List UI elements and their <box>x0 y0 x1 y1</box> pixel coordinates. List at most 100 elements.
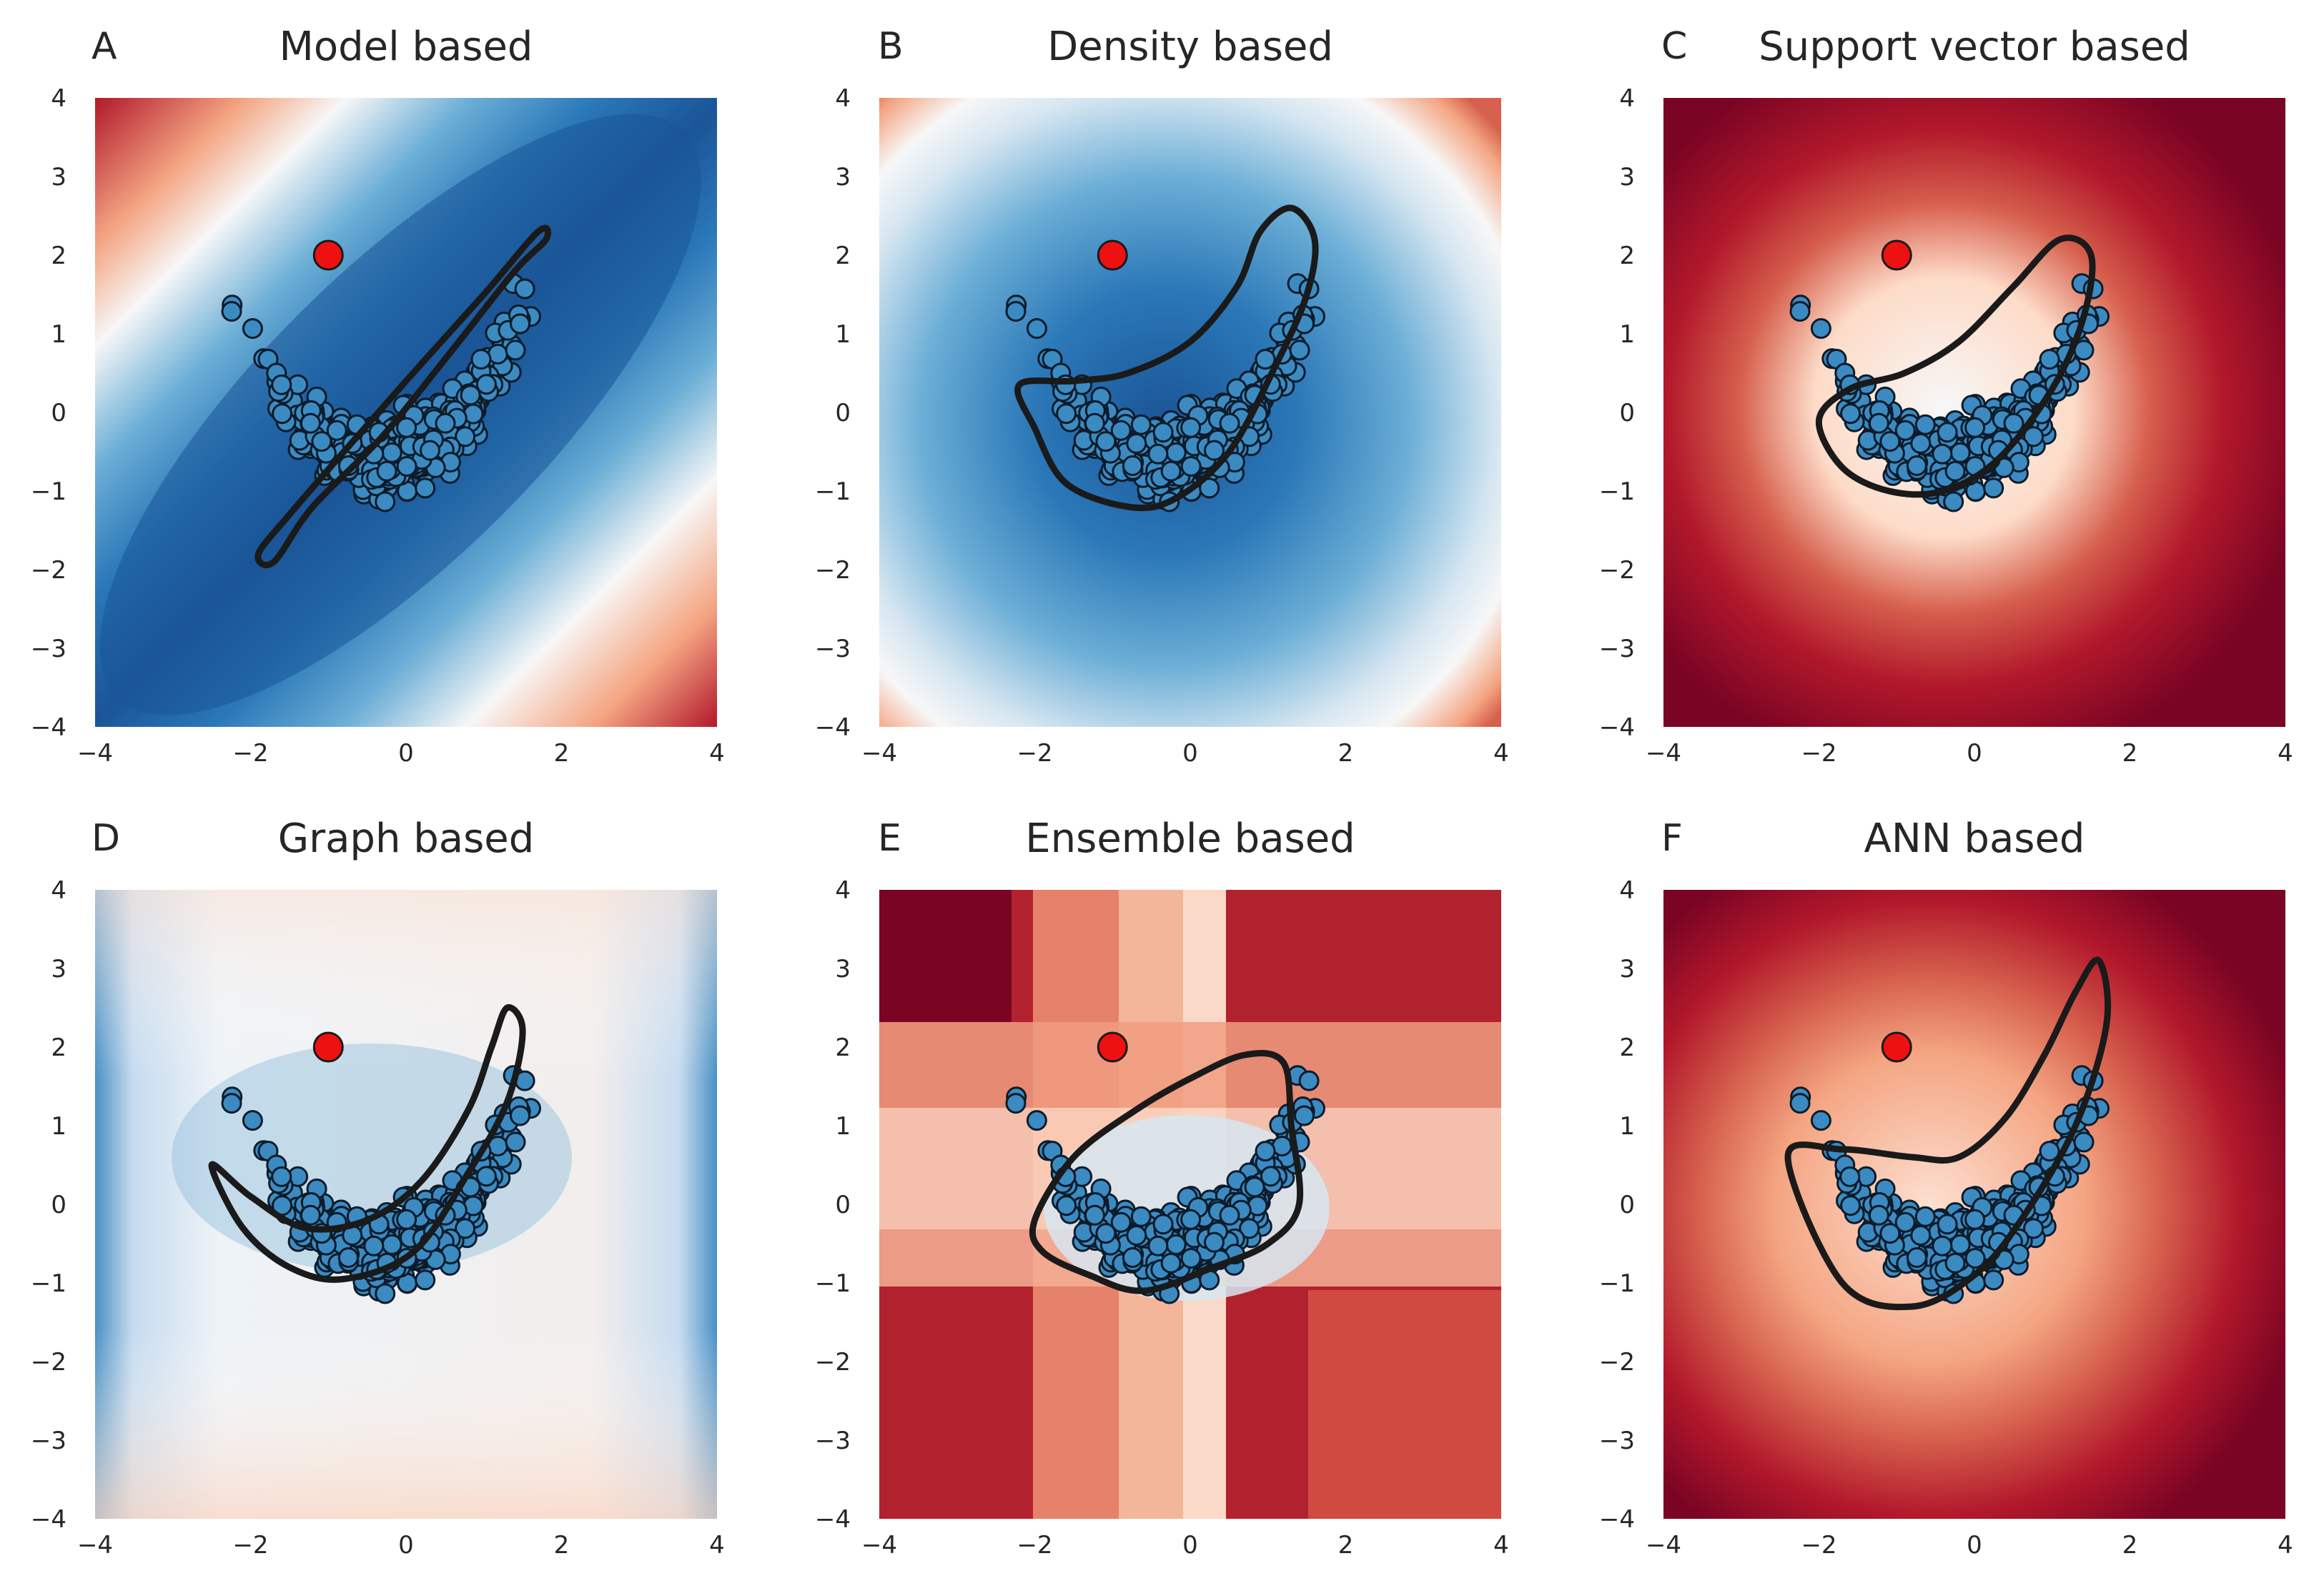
panel-f-ytick: −2 <box>1599 1348 1635 1377</box>
panel-e-letter: E <box>878 817 901 860</box>
panel-c-xtick: −2 <box>1801 739 1836 768</box>
panel-a-point <box>326 420 347 441</box>
panel-e-point <box>1255 1141 1276 1162</box>
panel-d-point <box>221 1093 242 1114</box>
panel-a-ytick: −2 <box>31 556 66 585</box>
panel-f-xtick: −4 <box>1646 1531 1681 1560</box>
panel-c-point <box>2003 412 2024 434</box>
panel-c-boundary <box>1815 234 2096 498</box>
panel-b-point <box>1165 442 1187 463</box>
panel-d-ytick: 1 <box>51 1112 66 1141</box>
panel-d-point <box>455 1218 476 1239</box>
panel-a-point <box>475 374 497 395</box>
panel-e-xtick: 0 <box>1182 1531 1198 1560</box>
panel-c-point <box>1937 422 1958 443</box>
panel-f-point <box>1914 1206 1936 1227</box>
panel-e-point <box>1244 1176 1265 1198</box>
panel-b-point <box>1026 318 1047 339</box>
panel-e-ytick: 1 <box>835 1112 851 1141</box>
panel-b-ytick: 0 <box>835 399 851 427</box>
panel-c-ytick: 2 <box>1619 242 1635 270</box>
panel-b-point <box>1289 339 1310 361</box>
panel-a-xtick: 0 <box>398 739 414 768</box>
panel-d-xticks: −4 −2 0 2 4 <box>77 1531 725 1560</box>
panel-b-ytick: 3 <box>835 163 851 192</box>
panel-e-outlier <box>1097 1031 1128 1063</box>
panel-b-point <box>1130 414 1152 435</box>
panel-e-block-br <box>1308 1290 1501 1519</box>
panel-c-point <box>1879 431 1901 452</box>
panel-b-letter: B <box>878 25 904 68</box>
panel-d-ytick: −4 <box>31 1505 66 1534</box>
panel-c-ytick: 1 <box>1619 320 1635 349</box>
panel-e-xtick: 2 <box>1338 1531 1354 1560</box>
panel-f-ytick: −4 <box>1599 1505 1635 1534</box>
panel-d-point <box>242 1110 263 1131</box>
panel-b-point <box>1122 455 1143 476</box>
panel-e-point <box>1084 1204 1105 1226</box>
panel-b-ytick: −4 <box>815 713 851 742</box>
panel-e-block-tr <box>1308 890 1501 1026</box>
panel-b-yticks: 4 3 2 1 0 −1 −2 −3 −4 <box>815 84 851 742</box>
panel-b-point <box>1219 412 1240 434</box>
panel-b-point <box>1147 443 1169 465</box>
panel-f-ytick: 0 <box>1619 1191 1635 1219</box>
panel-b-point <box>1110 420 1132 441</box>
panel-b-point <box>1180 417 1202 438</box>
panel-b-xtick: −2 <box>1017 739 1052 768</box>
panel-e-xtick: −2 <box>1017 1531 1052 1560</box>
panel-a-point <box>311 431 332 452</box>
panel-c-letter: C <box>1661 25 1687 68</box>
panel-c-point <box>1894 420 1916 441</box>
panel-c-point <box>1906 455 1927 476</box>
panel-b-xtick: 4 <box>1493 739 1509 768</box>
panel-a-ytick: −4 <box>31 713 66 742</box>
panel-a-point <box>514 278 535 299</box>
panel-d-ytick: 2 <box>51 1034 66 1062</box>
panel-c-ytick: −2 <box>1599 556 1635 585</box>
panel-b-point <box>1199 477 1220 499</box>
panel-a-point <box>435 412 456 434</box>
panel-a-xtick: 4 <box>709 739 725 768</box>
panel-a-point <box>396 417 417 438</box>
panel-f-ytick: 2 <box>1619 1034 1635 1062</box>
panel-e-point <box>1110 1211 1132 1233</box>
panel-a-point <box>272 403 293 425</box>
panel-b-point <box>1152 422 1174 443</box>
panel-f-yticks: 4 3 2 1 0 −1 −2 −3 −4 <box>1599 876 1635 1534</box>
panel-b-point <box>1084 412 1105 434</box>
panel-c-xticks: −4 −2 0 2 4 <box>1646 739 2293 768</box>
panel-a-title: Model based <box>280 24 533 70</box>
panel-e-point <box>1147 1235 1169 1257</box>
panel-f-outlier <box>1881 1031 1912 1063</box>
panel-e-title: Ensemble based <box>1025 816 1355 862</box>
panel-e-point <box>1204 1231 1225 1253</box>
panel-f-point <box>1789 1093 1811 1114</box>
panel-e-point <box>1180 1209 1202 1230</box>
panel-a-point <box>396 456 417 477</box>
panel-f-point <box>1944 1252 1966 1274</box>
panel-e-hband-1 <box>879 1022 1501 1108</box>
panel-f-point <box>1839 1166 1861 1187</box>
panel-b-point <box>1160 460 1182 482</box>
panel-a-ytick: 0 <box>51 399 66 427</box>
panel-c-xtick: −4 <box>1646 739 1681 768</box>
panel-f-ytick: −3 <box>1599 1427 1635 1455</box>
panel-c-point <box>1964 417 1986 438</box>
panel-a-ytick: 3 <box>51 163 66 192</box>
panel-f-point <box>2073 1131 2095 1153</box>
panel-a-point <box>376 460 397 482</box>
panel-b-xtick: −4 <box>861 739 897 768</box>
panel-d-point <box>415 1269 436 1291</box>
panel-f-ytick: 3 <box>1619 955 1635 983</box>
panel-d-letter: D <box>92 817 120 860</box>
panel-b-point <box>1095 431 1117 452</box>
panel-c-xtick: 4 <box>2278 739 2293 768</box>
panel-b-ytick: 4 <box>835 84 851 113</box>
panel-e-point <box>1160 1252 1182 1274</box>
panel-c-point <box>1983 477 2004 499</box>
panel-d-outlier <box>312 1031 344 1063</box>
panel-b-point <box>1204 440 1225 461</box>
panel-a-point <box>221 301 242 322</box>
